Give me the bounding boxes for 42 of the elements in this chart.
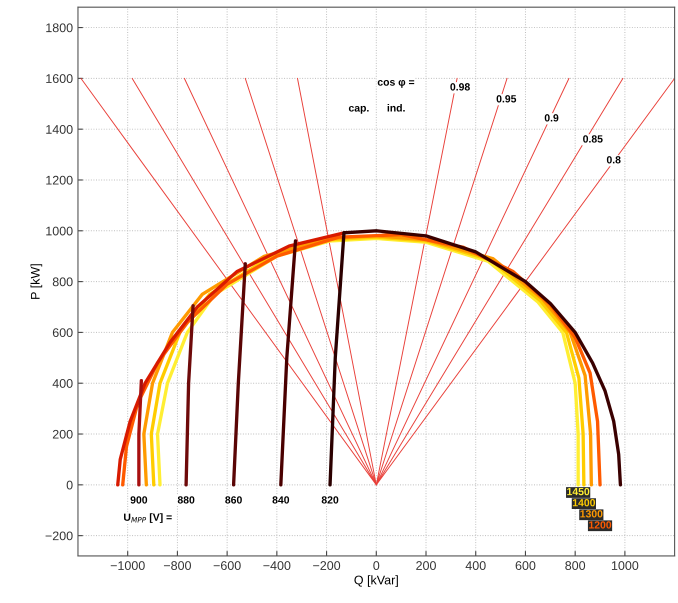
y-tick-label: 1600 <box>46 74 73 84</box>
annotation: cos φ = <box>378 80 414 88</box>
y-tick-label: 0 <box>66 480 73 490</box>
x-tick-label: −400 <box>263 561 290 570</box>
series-label: 860 <box>225 496 242 504</box>
annotation: U$_{MPP}$ [V] = <box>124 513 172 523</box>
y-tick-label: 1400 <box>46 124 73 134</box>
y-axis-title: P [kW] <box>30 264 42 299</box>
annotation: 0.98 <box>450 83 470 91</box>
annotation: ind. <box>388 104 405 112</box>
x-tick-label: 400 <box>466 561 486 570</box>
annotation: 0.95 <box>496 95 516 103</box>
y-tick-label: 600 <box>52 328 73 338</box>
x-tick-label: −800 <box>164 561 191 570</box>
y-tick-label: −200 <box>46 531 73 540</box>
y-tick-label: 200 <box>52 430 73 439</box>
y-tick-label: 400 <box>52 379 73 388</box>
x-tick-label: 1000 <box>612 561 638 570</box>
x-tick-label: −200 <box>313 561 340 570</box>
text: 1300 <box>580 510 602 518</box>
x-tick-label: 600 <box>516 561 536 570</box>
y-tick-label: 1000 <box>46 226 73 236</box>
y-tick-label: 1800 <box>46 23 73 32</box>
y-tick-label: 800 <box>52 277 73 286</box>
series-label: 1400 <box>572 499 596 506</box>
x-axis-title: Q [kVar] <box>354 575 398 587</box>
x-tick-label: 0 <box>373 561 380 570</box>
x-tick-label: 200 <box>416 561 436 570</box>
annotation: 0.9 <box>544 114 558 122</box>
annotation: cap. <box>348 106 369 114</box>
series-label: 820 <box>322 496 338 504</box>
series-label: 840 <box>272 496 290 504</box>
annotation: 0.8 <box>606 156 621 164</box>
x-tick-label: −1000 <box>110 561 145 570</box>
y-tick-label: 1200 <box>46 176 73 185</box>
series-label: 1450 <box>567 488 590 496</box>
series-label: 900 <box>130 496 148 504</box>
annotation: 0.85 <box>583 135 603 143</box>
x-tick-label: −600 <box>214 561 241 570</box>
x-tick-label: 800 <box>565 561 586 570</box>
text: 1200 <box>589 521 612 529</box>
series-label: 880 <box>178 496 194 504</box>
